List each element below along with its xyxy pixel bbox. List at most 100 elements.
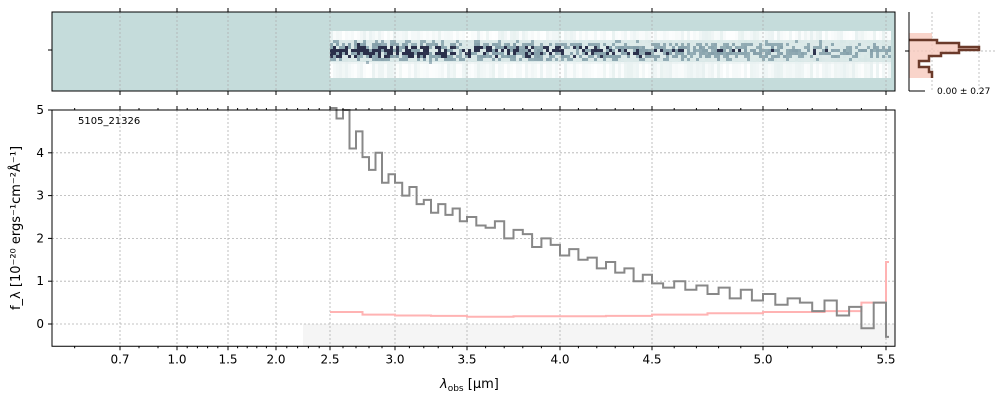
spectrum-2d-pixel	[531, 58, 534, 61]
spectrum-2d-pixel	[519, 55, 522, 58]
spectrum-2d-pixel	[507, 55, 510, 58]
spectrum-2d-pixel	[852, 62, 855, 78]
spectrum-2d-pixel	[813, 61, 816, 64]
spectrum-2d-pixel	[708, 55, 711, 58]
spectrum-2d-pixel	[456, 52, 459, 55]
spectrum-2d-pixel	[594, 61, 597, 64]
spectrum-2d-pixel	[771, 46, 774, 49]
spectrum-2d-panel	[48, 8, 896, 95]
spectrum-2d-pixel	[822, 43, 825, 46]
spectrum-2d-pixel	[822, 46, 825, 49]
spectrum-2d-pixel	[576, 55, 579, 58]
spectrum-2d-pixel	[558, 49, 561, 52]
spectrum-2d-pixel	[609, 43, 612, 46]
spectrum-2d-pixel	[576, 58, 579, 61]
spectrum-2d-pixel	[870, 49, 873, 52]
spectrum-2d-pixel	[372, 62, 375, 78]
spectrum-2d-pixel	[573, 52, 576, 55]
spectrum-2d-pixel	[450, 46, 453, 49]
spectrum-2d-pixel	[729, 52, 732, 55]
spectrum-2d-pixel	[435, 52, 438, 55]
spectrum-2d-pixel	[552, 55, 555, 58]
spectrum-2d-pixel	[414, 52, 417, 55]
spectrum-2d-pixel	[333, 49, 336, 52]
spectrum-2d-pixel	[681, 43, 684, 46]
spectrum-2d-pixel	[561, 31, 564, 40]
spectrum-2d-pixel	[570, 46, 573, 49]
spectrum-2d-pixel	[861, 62, 864, 78]
spectrum-2d-pixel	[414, 62, 417, 78]
spectrum-2d-pixel	[417, 46, 420, 49]
spectrum-2d-pixel	[354, 43, 357, 46]
spectrum-2d-pixel	[873, 61, 876, 64]
spectrum-2d-pixel	[696, 58, 699, 61]
spectrum-2d-pixel	[348, 55, 351, 58]
spectrum-2d-pixel	[651, 46, 654, 49]
spectrum-2d-pixel	[381, 62, 384, 78]
spectrum-2d-pixel	[468, 46, 471, 49]
spectrum-2d-pixel	[387, 61, 390, 64]
spectrum-2d-pixel	[597, 61, 600, 64]
spectrum-2d-pixel	[342, 62, 345, 78]
spectrum-2d-pixel	[660, 52, 663, 55]
spectrum-2d-pixel	[564, 31, 567, 40]
spectrum-2d-pixel	[780, 58, 783, 61]
spectrum-2d-pixel	[858, 62, 861, 78]
spectrum-2d-pixel	[459, 55, 462, 58]
spectrum-2d-pixel	[870, 58, 873, 61]
spectrum-2d-pixel	[420, 52, 423, 55]
spectrum-2d-pixel	[864, 40, 867, 43]
x-tick-label: 1.5	[218, 352, 237, 366]
spectrum-2d-pixel	[471, 58, 474, 61]
spectrum-2d-pixel	[774, 31, 777, 40]
spectrum-2d-pixel	[501, 52, 504, 55]
spectrum-2d-pixel	[510, 43, 513, 46]
spectrum-2d-pixel	[354, 40, 357, 43]
spectrum-2d-pixel	[483, 61, 486, 64]
spectrum-2d-pixel	[636, 46, 639, 49]
spectrum-2d-pixel	[771, 40, 774, 43]
spectrum-2d-pixel	[513, 52, 516, 55]
spectrum-2d-pixel	[606, 61, 609, 64]
spectrum-2d-pixel	[447, 31, 450, 40]
spectrum-2d-pixel	[555, 43, 558, 46]
spectrum-2d-pixel	[723, 49, 726, 52]
spectrum-2d-pixel	[720, 62, 723, 78]
spectrum-2d-pixel	[507, 31, 510, 40]
spectrum-2d-pixel	[600, 49, 603, 52]
x-tick-label: 4.5	[642, 352, 661, 366]
spectrum-2d-pixel	[885, 55, 888, 58]
spectrum-2d-pixel	[477, 61, 480, 64]
spectrum-2d-pixel	[543, 49, 546, 52]
spectrum-2d-pixel	[528, 49, 531, 52]
spectrum-2d-pixel	[585, 40, 588, 43]
spectrum-2d-pixel	[777, 40, 780, 43]
spectrum-2d-pixel	[390, 43, 393, 46]
spectrum-2d-pixel	[474, 46, 477, 49]
spectrum-2d-pixel	[348, 52, 351, 55]
spectrum-2d-pixel	[444, 31, 447, 40]
spectrum-2d-pixel	[837, 31, 840, 40]
spectrum-2d-pixel	[561, 62, 564, 78]
spectrum-2d-pixel	[507, 43, 510, 46]
spectrum-2d-pixel	[549, 43, 552, 46]
spectrum-2d-pixel	[375, 61, 378, 64]
spectrum-2d-pixel	[732, 49, 735, 52]
spectrum-2d-pixel	[546, 61, 549, 64]
spectrum-2d-pixel	[714, 52, 717, 55]
spectrum-2d-pixel	[639, 31, 642, 40]
spectrum-2d-pixel	[741, 61, 744, 64]
spectrum-2d-pixel	[684, 62, 687, 78]
spectrum-2d-pixel	[807, 31, 810, 40]
spectrum-2d-pixel	[660, 40, 663, 43]
spectrum-2d-pixel	[519, 61, 522, 64]
spectrum-2d-pixel	[540, 46, 543, 49]
spectrum-2d-pixel	[495, 40, 498, 43]
spectrum-2d-pixel	[573, 49, 576, 52]
spectrum-2d-pixel	[378, 40, 381, 43]
spectrum-2d-pixel	[459, 31, 462, 40]
spectrum-2d-pixel	[420, 46, 423, 49]
spectrum-2d-pixel	[702, 40, 705, 43]
spectrum-2d-pixel	[414, 43, 417, 46]
spectrum-2d-pixel	[453, 55, 456, 58]
